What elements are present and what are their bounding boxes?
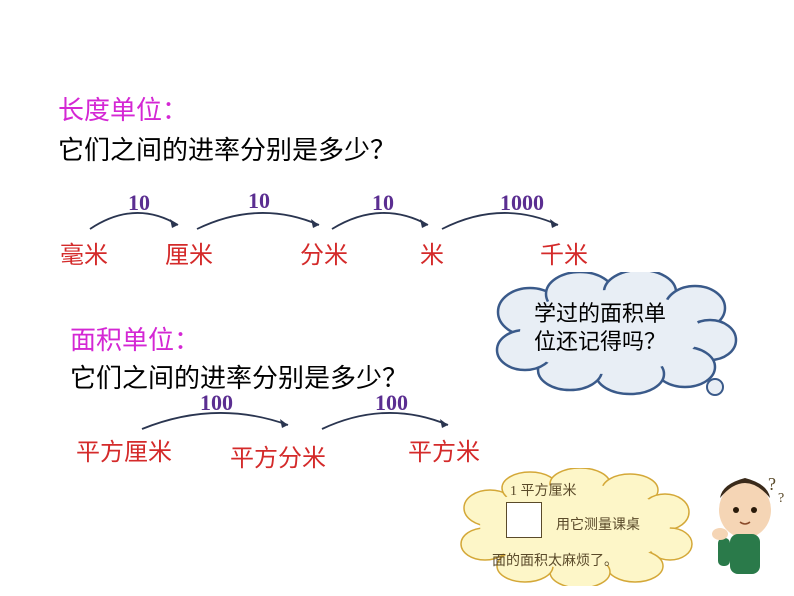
illus-line2: 用它测量课桌 — [556, 514, 640, 534]
area-question: 它们之间的进率分别是多少？ — [70, 358, 408, 395]
boy-character: ? ? — [700, 470, 790, 590]
length-title: 长度单位： — [58, 90, 188, 127]
length-rate-2: 10 — [248, 188, 270, 214]
svg-text:?: ? — [778, 491, 784, 506]
area-rate-1: 100 — [200, 390, 233, 416]
length-unit-3: 分米 — [300, 235, 348, 270]
illus-line1: 1 平方厘米 — [510, 480, 577, 500]
illus-line3: 面的面积太麻烦了。 — [492, 550, 618, 570]
length-unit-5: 千米 — [540, 235, 588, 270]
bubble-line1: 学过的面积单 — [534, 300, 666, 329]
length-rate-1: 10 — [128, 190, 150, 216]
area-unit-1: 平方厘米 — [76, 432, 172, 467]
area-rate-2: 100 — [375, 390, 408, 416]
bubble-line2: 位还记得吗？ — [534, 328, 666, 357]
area-unit-2: 平方分米 — [230, 438, 326, 473]
area-unit-3: 平方米 — [408, 432, 480, 467]
length-rate-4: 1000 — [500, 190, 544, 216]
length-rate-3: 10 — [372, 190, 394, 216]
svg-text:?: ? — [768, 474, 776, 494]
length-unit-1: 毫米 — [60, 235, 108, 270]
area-title: 面积单位： — [70, 320, 200, 357]
length-unit-2: 厘米 — [165, 235, 213, 270]
length-unit-4: 米 — [420, 235, 444, 270]
square-cm-box — [506, 502, 542, 538]
length-question: 它们之间的进率分别是多少？ — [58, 130, 396, 167]
